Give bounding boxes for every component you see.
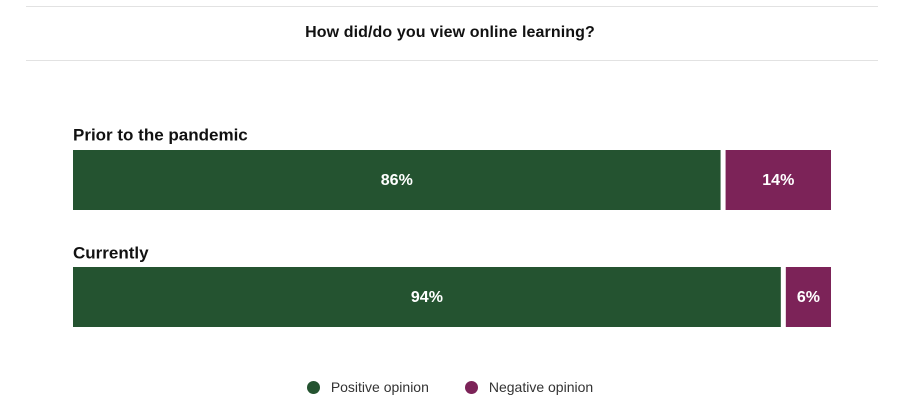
bar-prior-to-the-pandemic-positive-opinion: [73, 150, 721, 210]
top-divider: [26, 6, 878, 7]
data-label-prior-to-the-pandemic-negative-opinion: 14%: [762, 172, 794, 189]
legend-item-negative: Negative opinion: [464, 379, 594, 395]
chart-title: How did/do you view online learning?: [305, 24, 595, 41]
title-divider: [26, 60, 878, 61]
bar-prior-to-the-pandemic-negative-opinion: [725, 150, 831, 210]
category-label-prior-to-the-pandemic: Prior to the pandemic: [73, 125, 248, 144]
legend-item-positive: Positive opinion: [306, 379, 429, 395]
legend-swatch-positive: [306, 380, 320, 394]
data-label-prior-to-the-pandemic-positive-opinion: 86%: [381, 172, 413, 189]
category-label-currently: Currently: [73, 243, 149, 262]
legend-swatch-negative: [464, 380, 478, 394]
bar-currently-negative-opinion: [785, 267, 831, 327]
legend: Positive opinion Negative opinion: [0, 379, 900, 395]
legend-label-negative: Negative opinion: [488, 379, 594, 395]
legend-label-positive: Positive opinion: [330, 379, 429, 395]
data-label-currently-positive-opinion: 94%: [411, 289, 443, 306]
data-label-currently-negative-opinion: 6%: [797, 289, 820, 306]
bar-currently-positive-opinion: [73, 267, 781, 327]
